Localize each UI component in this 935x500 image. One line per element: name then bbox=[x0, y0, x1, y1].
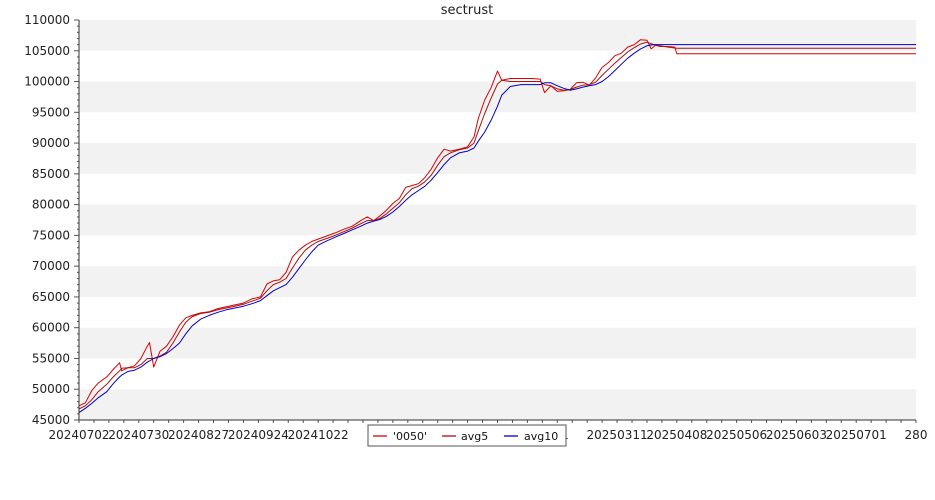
y-axis-labels: 45000 50000 55000 60000 65000 70000 75000 80000… bbox=[24, 13, 70, 427]
x-tick-label: 20250408 bbox=[646, 428, 707, 442]
y-tick-label: 60000 bbox=[32, 321, 70, 335]
grid-band bbox=[79, 389, 916, 420]
y-tick-label: 90000 bbox=[32, 136, 70, 150]
y-tick-label: 80000 bbox=[32, 198, 70, 212]
grid-bands bbox=[79, 20, 916, 420]
x-tick-label: 280 bbox=[905, 428, 928, 442]
y-tick-label: 100000 bbox=[24, 75, 70, 89]
series-lines bbox=[78, 39, 916, 414]
x-tick-label: 20240730 bbox=[108, 428, 169, 442]
y-tick-label: 75000 bbox=[32, 228, 70, 242]
legend-label-avg5: avg5 bbox=[461, 430, 488, 443]
y-tick-label: 105000 bbox=[24, 44, 70, 58]
x-tick-label: 20240702 bbox=[48, 428, 109, 442]
y-tick-label: 50000 bbox=[32, 382, 70, 396]
grid-band bbox=[79, 327, 916, 359]
legend-box bbox=[367, 424, 567, 447]
y-tick-label: 45000 bbox=[32, 413, 70, 427]
x-tick-label: 20250506 bbox=[706, 428, 767, 442]
x-tick-label: 20240924 bbox=[228, 428, 289, 442]
series-line-1 bbox=[78, 41, 916, 410]
y-tick-label: 65000 bbox=[32, 290, 70, 304]
legend-label-avg10: avg10 bbox=[524, 430, 558, 443]
x-tick-label: 20241022 bbox=[288, 428, 349, 442]
grid-band bbox=[79, 20, 916, 51]
grid-band bbox=[79, 81, 916, 113]
grid-band bbox=[79, 143, 916, 174]
grid-band bbox=[79, 204, 916, 236]
grid-band bbox=[79, 266, 916, 297]
x-tick-label: 20240827 bbox=[168, 428, 229, 442]
y-tick-label: 95000 bbox=[32, 105, 70, 119]
legend-label-0050: '0050' bbox=[393, 430, 427, 443]
chart-title: sectrust bbox=[441, 3, 493, 18]
x-tick-label: 20250311 bbox=[587, 428, 648, 442]
y-tick-label: 110000 bbox=[24, 13, 70, 27]
x-tick-label: 20250701 bbox=[826, 428, 887, 442]
y-tick-label: 85000 bbox=[32, 167, 70, 181]
y-axis-ticks bbox=[74, 19, 79, 421]
x-tick-label: 20250603 bbox=[766, 428, 827, 442]
series-line-0 bbox=[78, 39, 916, 407]
y-tick-label: 70000 bbox=[32, 259, 70, 273]
y-tick-label: 55000 bbox=[32, 351, 70, 365]
series-line-2 bbox=[78, 44, 916, 414]
legend: '0050' avg5 avg10 bbox=[367, 424, 567, 447]
